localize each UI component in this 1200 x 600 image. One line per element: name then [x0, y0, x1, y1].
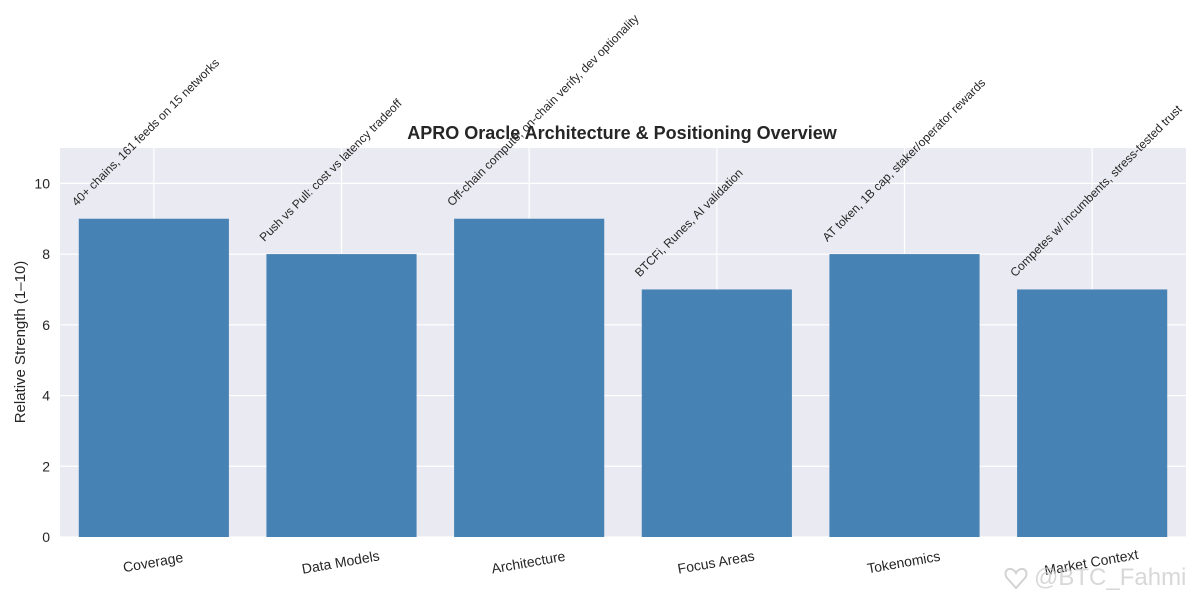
bar-coverage: [78, 218, 229, 537]
bar-architecture: [454, 218, 605, 537]
bars: [78, 218, 1168, 537]
y-tick-label: 2: [42, 458, 50, 474]
heart-icon: [1004, 567, 1028, 590]
x-category-label: Data Models: [301, 547, 381, 576]
y-axis-label: Relative Strength (1–10): [12, 261, 29, 424]
y-tick-label: 10: [34, 175, 50, 191]
bar-data-models: [266, 254, 417, 537]
bar-market-context: [1017, 289, 1168, 537]
x-category-label: Focus Areas: [676, 547, 755, 576]
x-axis-categories: Coverage Data Models Architecture Focus Are…: [122, 546, 1140, 578]
x-category-label: Coverage: [122, 549, 185, 575]
y-tick-label: 6: [42, 317, 50, 333]
watermark-text: @BTC_Fahmi: [1034, 564, 1186, 591]
x-category-label: Architecture: [490, 548, 567, 577]
plot-background: [60, 148, 1186, 537]
y-axis-ticks: 0 2 4 6 8 10: [34, 175, 50, 545]
x-category-label: Tokenomics: [866, 548, 942, 577]
chart-title: APRO Oracle Architecture & Positioning O…: [407, 123, 837, 143]
watermark: @BTC_Fahmi: [1004, 564, 1186, 591]
bar-focus-areas: [641, 289, 792, 537]
y-tick-label: 4: [42, 388, 50, 404]
y-tick-label: 8: [42, 246, 50, 262]
y-tick-label: 0: [42, 529, 50, 545]
bar-tokenomics: [829, 254, 980, 537]
